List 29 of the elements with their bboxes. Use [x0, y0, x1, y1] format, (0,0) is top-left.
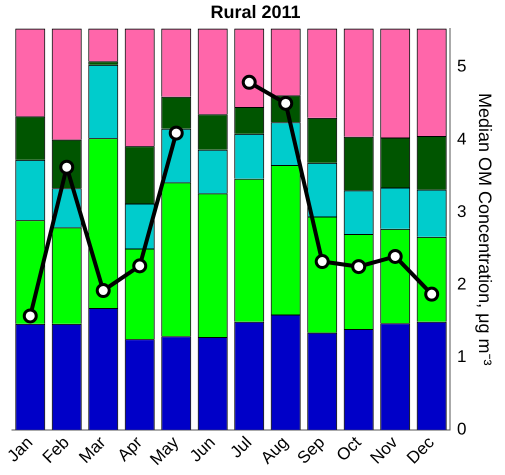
point [351, 259, 366, 274]
point [132, 258, 148, 274]
point [168, 126, 184, 141]
y-tick-label: 1 [456, 346, 466, 366]
y-tick-label: 0 [456, 420, 466, 439]
y-tick-label: 2 [456, 274, 466, 294]
y-tick-label: 3 [456, 202, 466, 221]
x-tick-label: Jun [186, 432, 219, 466]
x-tick-label: Jan [4, 432, 36, 466]
x-tick-label: May [146, 432, 183, 469]
x-tick-label: Mar [75, 432, 110, 467]
x-tick-label: Apr [114, 432, 146, 465]
point [96, 283, 111, 298]
y-tick-label: 4 [456, 129, 466, 148]
chart-title: Rural 2011 [210, 2, 301, 22]
y-tick-label: 5 [456, 56, 466, 76]
point [388, 248, 403, 264]
point [22, 308, 38, 324]
x-tick-label: Aug [257, 432, 292, 468]
x-tick-label: Dec [403, 432, 438, 468]
point [242, 74, 257, 90]
x-tick-label: Sep [294, 432, 328, 468]
x-tick-label: Feb [38, 432, 73, 467]
point [424, 286, 440, 302]
point [314, 254, 330, 270]
x-tick-label: Jul [226, 432, 256, 462]
x-tick-label: Nov [366, 432, 402, 468]
y-axis-title: Median OM Concentration, μg m⁻³ [475, 92, 496, 366]
x-tick-label: Oct [332, 432, 366, 465]
